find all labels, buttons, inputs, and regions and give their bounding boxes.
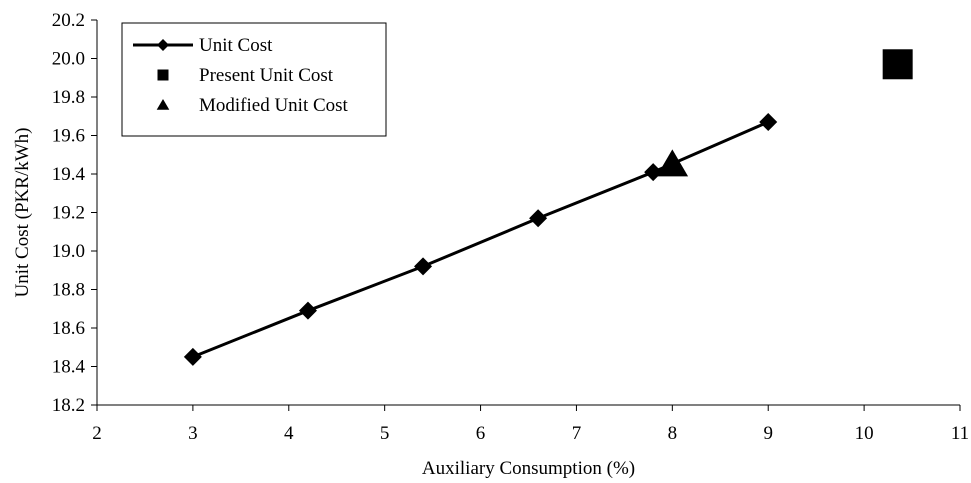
- legend-label: Modified Unit Cost: [199, 95, 349, 116]
- x-tick-label: 10: [855, 423, 874, 444]
- legend-square-icon: [157, 69, 169, 81]
- x-tick-label: 6: [476, 423, 486, 444]
- x-axis-title: Auxiliary Consumption (%): [422, 458, 635, 479]
- series-modified-unit-cost: [656, 149, 689, 177]
- y-tick-label: 18.4: [52, 357, 86, 378]
- y-tick-label: 20.2: [52, 10, 85, 31]
- legend-item: Present Unit Cost: [157, 65, 334, 86]
- data-point: [529, 209, 548, 228]
- x-tick-label: 8: [668, 423, 678, 444]
- y-axis-ticks: 18.2 18.4 18.6 18.8 19.0 19.2 19.4 19.6 19.8 20.0…: [52, 10, 97, 416]
- x-tick-label: 3: [188, 423, 198, 444]
- y-tick-label: 18.8: [52, 280, 85, 301]
- series-unit-cost: [183, 113, 778, 366]
- legend: Unit Cost Present Unit Cost Modified Unit …: [121, 22, 387, 137]
- data-point: [183, 347, 202, 366]
- y-tick-label: 18.6: [52, 318, 85, 339]
- y-tick-label: 20.0: [52, 49, 85, 70]
- series-present-unit-cost: [882, 49, 913, 80]
- legend-triangle-icon: [156, 99, 170, 110]
- x-tick-label: 7: [572, 423, 582, 444]
- legend-items: Unit Cost Present Unit Cost Modified Unit …: [133, 35, 349, 116]
- y-axis-title: Unit Cost (PKR/kWh): [12, 128, 33, 298]
- data-point: [414, 257, 433, 276]
- legend-item: Unit Cost: [133, 35, 273, 56]
- x-tick-label: 2: [92, 423, 102, 444]
- y-tick-label: 19.2: [52, 203, 85, 224]
- y-tick-label: 19.0: [52, 241, 85, 262]
- data-point: [656, 149, 689, 177]
- data-point: [882, 49, 913, 80]
- data-point: [644, 163, 663, 182]
- y-tick-label: 19.4: [52, 164, 86, 185]
- y-tick-label: 19.8: [52, 87, 85, 108]
- series-line: [192, 120, 769, 359]
- x-tick-label: 5: [380, 423, 390, 444]
- plot-area: [183, 49, 913, 366]
- legend-label: Unit Cost: [199, 35, 273, 56]
- y-tick-label: 18.2: [52, 395, 85, 416]
- x-axis-ticks: 2 3 4 5 6 7 8 9 10 11: [92, 405, 969, 444]
- x-tick-label: 9: [763, 423, 773, 444]
- legend-label: Present Unit Cost: [199, 65, 334, 86]
- x-tick-label: 11: [951, 423, 969, 444]
- x-tick-label: 4: [284, 423, 294, 444]
- data-point: [759, 113, 778, 132]
- y-tick-label: 19.6: [52, 126, 85, 147]
- legend-item: Modified Unit Cost: [156, 95, 349, 116]
- data-point: [298, 301, 317, 320]
- legend-diamond-icon: [157, 39, 169, 51]
